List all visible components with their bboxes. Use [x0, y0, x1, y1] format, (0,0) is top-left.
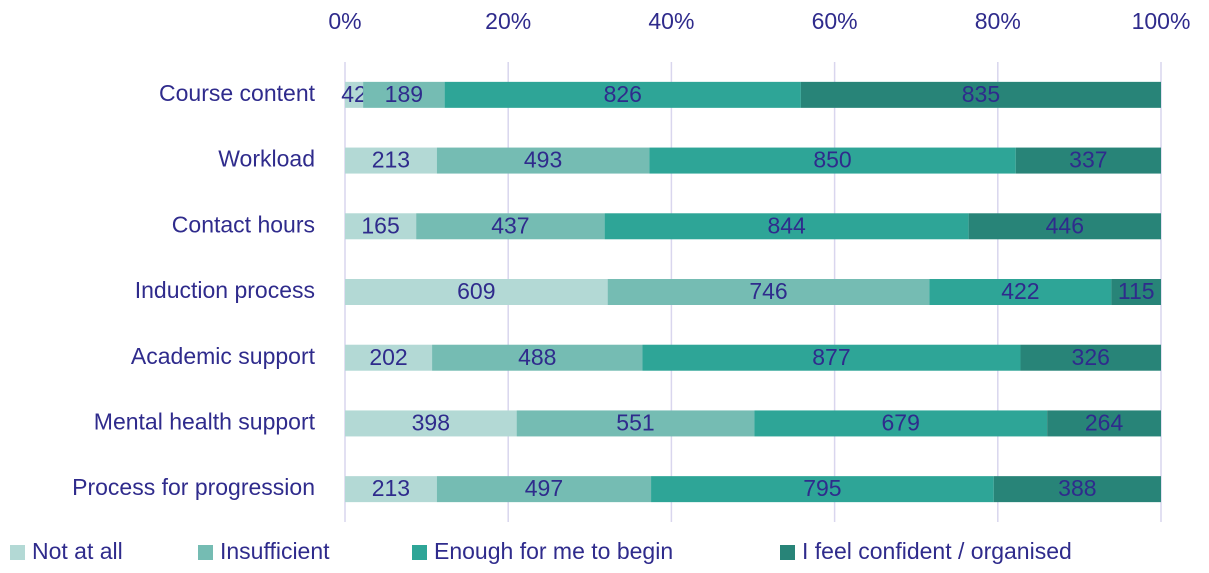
data-label: 337 — [1069, 147, 1107, 173]
x-tick-label: 80% — [975, 8, 1021, 34]
data-label: 844 — [767, 212, 806, 238]
data-label: 213 — [372, 475, 410, 501]
bar-segment — [436, 476, 652, 503]
data-label: 189 — [385, 81, 423, 107]
bar-segment — [929, 279, 1112, 305]
data-label: 551 — [616, 410, 654, 436]
data-label: 488 — [518, 344, 556, 370]
bar-segment — [649, 147, 1016, 174]
bar-segment — [363, 81, 445, 108]
data-label: 609 — [457, 278, 495, 304]
data-label: 826 — [604, 81, 642, 107]
y-tick-label: Course content — [159, 80, 316, 106]
bar-segment — [800, 81, 1161, 108]
bar-segment — [642, 344, 1021, 371]
data-label: 746 — [749, 278, 787, 304]
legend-label: Enough for me to begin — [434, 538, 673, 564]
y-tick-label: Workload — [218, 146, 315, 172]
bar-segment — [754, 410, 1048, 437]
data-label: 446 — [1046, 212, 1084, 238]
bar-segment — [993, 476, 1161, 503]
data-label: 850 — [813, 147, 851, 173]
bar-segment — [651, 476, 994, 503]
bar-segment — [345, 279, 608, 305]
legend-label: I feel confident / organised — [802, 538, 1072, 564]
data-label: 497 — [525, 475, 563, 501]
bar-segment — [607, 279, 930, 305]
bar-segment — [432, 344, 643, 371]
bar-segment — [345, 410, 517, 437]
legend-swatch — [198, 545, 213, 560]
legend-swatch — [412, 545, 427, 560]
bar-segment — [1020, 344, 1161, 371]
x-tick-label: 40% — [648, 8, 694, 34]
bar-segment — [345, 213, 417, 240]
bar-segment — [436, 147, 650, 174]
data-label: 437 — [491, 212, 529, 238]
legend-label: Not at all — [32, 538, 123, 564]
bar-segment — [1111, 279, 1161, 305]
x-tick-label: 0% — [328, 8, 361, 34]
data-label: 835 — [962, 81, 1000, 107]
y-tick-label: Academic support — [131, 343, 316, 369]
data-label: 388 — [1058, 475, 1096, 501]
bar-segment — [345, 476, 437, 503]
data-label: 213 — [372, 147, 410, 173]
data-label: 877 — [812, 344, 850, 370]
legend-label: Insufficient — [220, 538, 330, 564]
bar-segment — [1015, 147, 1161, 174]
bar-segment — [444, 81, 801, 108]
x-tick-label: 20% — [485, 8, 531, 34]
bar-segment — [968, 213, 1161, 240]
data-label: 398 — [412, 410, 450, 436]
data-label: 326 — [1072, 344, 1110, 370]
data-label: 115 — [1118, 278, 1155, 304]
bar-segment — [345, 81, 364, 108]
y-tick-label: Induction process — [135, 277, 315, 303]
bar-segment — [416, 213, 605, 240]
data-label: 42 — [341, 81, 367, 107]
x-tick-label: 100% — [1132, 8, 1191, 34]
legend-swatch — [10, 545, 25, 560]
bar-segment — [345, 344, 433, 371]
data-label: 493 — [524, 147, 562, 173]
x-tick-label: 60% — [812, 8, 858, 34]
data-label: 795 — [803, 475, 841, 501]
data-label: 422 — [1001, 278, 1039, 304]
data-label: 679 — [882, 410, 920, 436]
legend-swatch — [780, 545, 795, 560]
data-label: 202 — [369, 344, 407, 370]
bar-segment — [1047, 410, 1161, 437]
bar-segment — [604, 213, 969, 240]
data-label: 264 — [1085, 410, 1124, 436]
y-tick-label: Mental health support — [94, 409, 316, 435]
y-tick-label: Contact hours — [172, 211, 315, 237]
y-tick-label: Process for progression — [72, 474, 315, 500]
data-label: 165 — [361, 212, 399, 238]
bar-segment — [345, 147, 437, 174]
bar-segment — [516, 410, 755, 437]
